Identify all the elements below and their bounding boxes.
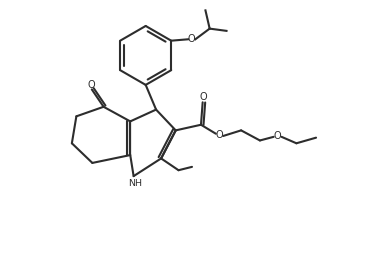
Text: O: O [274,131,281,141]
Text: O: O [199,92,207,102]
Text: O: O [88,80,96,90]
Text: NH: NH [128,180,142,188]
Text: O: O [188,34,195,44]
Text: O: O [216,130,223,140]
